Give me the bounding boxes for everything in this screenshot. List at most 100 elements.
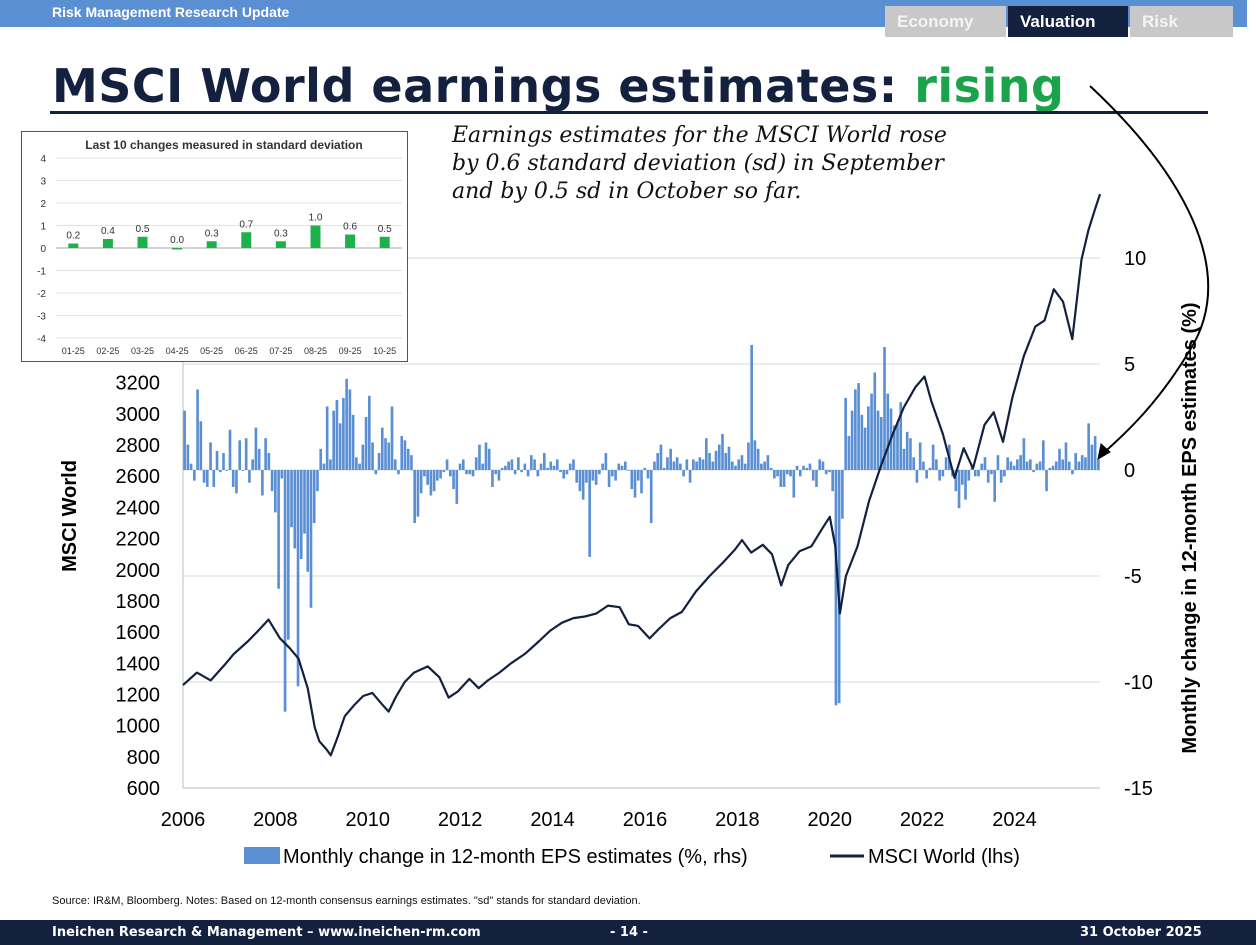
inset-chart-title: Last 10 changes measured in standard dev… — [85, 138, 362, 152]
eps-change-bar — [1041, 440, 1045, 470]
eps-change-bar — [740, 455, 744, 470]
eps-change-bar — [277, 470, 280, 589]
eps-change-bar — [854, 389, 857, 470]
inset-bar — [310, 225, 321, 248]
right-axis-tick-label: -15 — [1124, 778, 1153, 800]
eps-change-bar — [338, 423, 342, 470]
x-axis-tick-label: 2014 — [530, 809, 575, 831]
eps-change-bar — [471, 470, 475, 477]
eps-change-bar — [261, 470, 264, 496]
eps-change-bar — [1054, 461, 1058, 470]
eps-change-bar — [235, 470, 238, 494]
inset-y-tick-label: 3 — [40, 177, 46, 188]
eps-change-bar — [274, 470, 277, 513]
eps-change-bar — [257, 448, 261, 470]
eps-change-bar — [685, 459, 689, 470]
inset-x-tick-label: 10-25 — [373, 346, 396, 356]
eps-change-bar — [254, 427, 258, 470]
eps-change-bar — [902, 448, 906, 470]
inset-data-label: 0.4 — [101, 226, 115, 237]
eps-change-bar — [504, 465, 507, 470]
eps-change-bar — [666, 457, 669, 470]
right-axis-title: Monthly change in 12-month EPS estimates… — [1179, 302, 1201, 753]
eps-change-bar — [724, 453, 728, 470]
eps-change-bar — [458, 463, 462, 470]
eps-change-bar — [977, 470, 980, 477]
eps-change-bar — [481, 463, 485, 470]
eps-change-bar — [542, 453, 546, 470]
eps-change-bar — [1071, 470, 1074, 475]
eps-change-bar — [507, 461, 510, 470]
eps-change-bar — [779, 470, 783, 487]
eps-change-bar — [957, 470, 961, 509]
eps-change-bar — [588, 470, 591, 557]
inset-x-tick-label: 09-25 — [339, 346, 362, 356]
eps-change-bar — [669, 448, 672, 470]
eps-change-bar — [491, 470, 494, 487]
left-axis-tick-label: 2800 — [116, 435, 161, 457]
eps-change-bar — [377, 453, 381, 470]
eps-change-bar — [309, 470, 313, 608]
eps-change-bar — [941, 470, 945, 477]
inset-x-tick-label: 03-25 — [131, 346, 154, 356]
eps-change-bar — [831, 470, 834, 492]
eps-change-bar — [1006, 457, 1009, 470]
eps-change-bar — [708, 453, 711, 470]
source-note: Source: IR&M, Bloomberg. Notes: Based on… — [52, 895, 641, 907]
tab-valuation[interactable]: Valuation — [1008, 6, 1128, 37]
eps-change-bar — [646, 470, 650, 479]
eps-change-bar — [222, 453, 225, 470]
eps-change-bar — [1022, 438, 1026, 470]
report-title: Risk Management Research Update — [52, 4, 290, 20]
eps-change-bar — [841, 470, 844, 519]
inset-data-label: 1.0 — [309, 213, 323, 224]
eps-change-bar — [601, 463, 604, 470]
eps-change-bar — [410, 455, 413, 470]
inset-y-tick-label: 0 — [40, 244, 46, 255]
eps-change-bar — [474, 457, 478, 470]
eps-change-bar — [630, 470, 634, 490]
x-axis-tick-label: 2012 — [438, 809, 483, 831]
eps-change-bar — [526, 470, 530, 477]
eps-change-bar — [727, 446, 731, 470]
eps-change-bar — [581, 470, 585, 500]
tab-economy[interactable]: Economy — [885, 6, 1006, 37]
eps-change-bar — [555, 459, 559, 470]
eps-change-bar — [611, 470, 614, 477]
eps-change-bar — [335, 400, 339, 470]
inset-chart-frame: Last 10 changes measured in standard dev… — [21, 131, 408, 362]
eps-change-bar — [539, 463, 543, 470]
eps-change-bar — [552, 465, 556, 470]
eps-change-bar — [432, 470, 436, 492]
eps-change-bar — [419, 470, 423, 494]
eps-change-bar — [293, 470, 297, 549]
eps-change-bar — [760, 463, 763, 470]
eps-change-bar — [640, 470, 643, 494]
eps-change-bar — [653, 461, 656, 470]
left-axis-tick-label: 1800 — [116, 591, 161, 613]
eps-change-bar — [497, 470, 501, 481]
msci-world-line — [182, 193, 1102, 757]
inset-data-label: 0.6 — [343, 222, 357, 233]
eps-change-bar — [879, 417, 883, 470]
footer-company: Ineichen Research & Management – www.ine… — [52, 925, 481, 940]
eps-change-bar — [1074, 453, 1078, 470]
tab-risk[interactable]: Risk — [1130, 6, 1233, 37]
eps-change-bar — [241, 470, 245, 471]
eps-change-bar — [876, 410, 880, 470]
eps-change-bar — [821, 461, 825, 470]
eps-change-bar — [860, 414, 864, 470]
eps-change-bar — [883, 347, 886, 470]
eps-change-bar — [1029, 459, 1032, 470]
eps-change-bar — [986, 470, 990, 483]
eps-change-bar — [270, 470, 274, 492]
eps-change-bar — [672, 461, 676, 470]
slide-title-accent: rising — [914, 59, 1065, 113]
eps-change-bar — [873, 372, 877, 470]
title-underline — [50, 111, 1208, 114]
footer-date: 31 October 2025 — [1080, 925, 1202, 940]
eps-change-bar — [815, 470, 818, 487]
comment-line-3: and by 0.5 sd in October so far. — [452, 179, 802, 204]
eps-change-bar — [594, 470, 598, 485]
